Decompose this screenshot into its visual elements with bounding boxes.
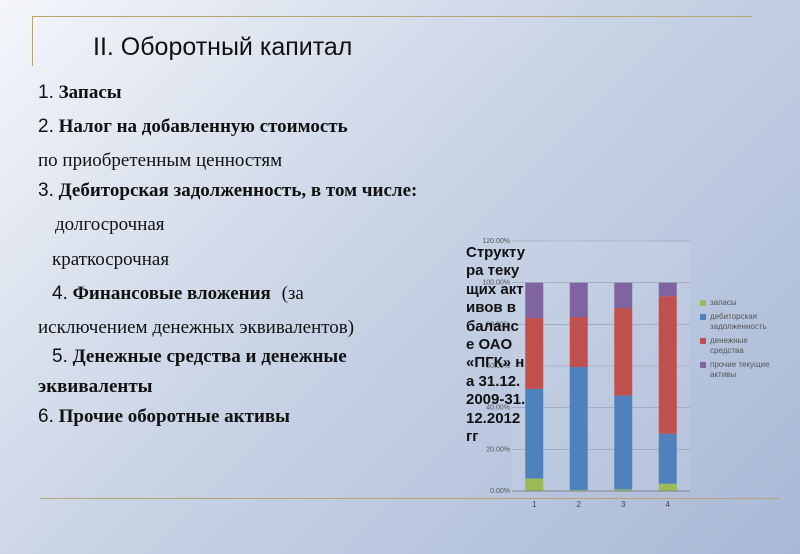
legend-item: дебиторская задолженность — [700, 312, 780, 332]
item-6-text: Прочие оборотные активы — [58, 406, 290, 427]
item-5: 5. Денежные средства и денежные — [52, 346, 347, 368]
x-tick-label: 2 — [577, 500, 582, 509]
bar-segment — [614, 308, 633, 396]
legend-item: денежные средства — [700, 336, 780, 356]
item-3-shortterm: краткосрочная — [52, 249, 170, 270]
frame-left-line — [32, 16, 33, 66]
item-3-number: 3. — [38, 180, 54, 201]
bar-segment — [614, 489, 633, 491]
legend-label: прочие текущие активы — [710, 360, 770, 379]
y-tick-label: 120.00% — [482, 238, 510, 245]
legend-label: запасы — [710, 298, 737, 307]
bar-segment — [525, 478, 544, 491]
chart-legend: запасы дебиторская задолженность денежные … — [700, 298, 780, 384]
legend-swatch — [700, 362, 706, 368]
bar-segment — [525, 318, 544, 389]
frame-bottom-line — [40, 498, 780, 499]
item-6-number: 6. — [38, 406, 54, 427]
bar-segment — [525, 282, 544, 319]
bar-segment — [614, 282, 633, 309]
y-tick-label: 80.00% — [486, 321, 510, 328]
item-2-continued: по приобретенным ценностям — [38, 150, 283, 171]
item-5-continued-text: эквиваленты — [38, 376, 153, 397]
item-2-text: Налог на добавленную стоимость — [58, 116, 348, 137]
bar-segment — [614, 395, 633, 490]
legend-item: запасы — [700, 298, 780, 308]
item-4-number: 4. — [52, 283, 68, 304]
bar-segment — [658, 433, 677, 484]
y-tick-label: 40.00% — [486, 405, 510, 412]
y-tick-label: 0.00% — [490, 488, 510, 495]
legend-label: денежные средства — [710, 336, 748, 355]
item-1: 1. Запасы — [38, 82, 122, 104]
item-3-longterm: долгосрочная — [55, 214, 165, 235]
item-3: 3. Дебиторская задолженность, в том числ… — [38, 180, 417, 202]
item-2: 2. Налог на добавленную стоимость — [38, 116, 348, 138]
legend-label: дебиторская задолженность — [710, 312, 767, 331]
item-6: 6. Прочие оборотные активы — [38, 406, 290, 428]
item-4-continued: исключением денежных эквивалентов) — [38, 317, 355, 338]
bar-segment — [658, 282, 677, 297]
bar-segment — [569, 367, 588, 490]
bar-segment — [525, 388, 544, 479]
y-tick-label: 100.00% — [482, 280, 510, 287]
x-tick-label: 4 — [666, 500, 671, 509]
bar-segment — [569, 489, 588, 491]
legend-swatch — [700, 338, 706, 344]
item-5-continued: эквиваленты — [38, 376, 153, 398]
x-tick-label: 3 — [621, 500, 626, 509]
slide-title: II. Оборотный капитал — [93, 33, 353, 61]
bar-segment — [569, 282, 588, 318]
chart-title: Структура текущих активов в балансе ОАО … — [466, 244, 526, 446]
item-1-number: 1. — [38, 82, 54, 103]
item-5-number: 5. — [52, 346, 68, 367]
bar-segment — [658, 296, 677, 434]
bar-segment — [658, 483, 677, 491]
stacked-bar-chart: 0.00% 20.00% 40.00% 60.00% 80.00% 100.00% 120.… — [482, 238, 690, 509]
item-4: 4. Финансовые вложения (за — [52, 283, 304, 305]
item-5-text: Денежные средства и денежные — [72, 346, 347, 367]
legend-swatch — [700, 314, 706, 320]
bar-segment — [569, 317, 588, 368]
legend-item: прочие текущие активы — [700, 360, 780, 380]
item-4-text: Финансовые вложения — [72, 283, 271, 304]
item-2-number: 2. — [38, 116, 54, 137]
item-4-paren: (за — [281, 283, 304, 304]
item-1-text: Запасы — [58, 82, 122, 103]
x-tick-label: 1 — [532, 500, 537, 509]
frame-top-line — [32, 16, 752, 17]
legend-swatch — [700, 300, 706, 306]
item-3-text: Дебиторская задолженность, в том числе: — [58, 180, 418, 201]
y-tick-label: 60.00% — [486, 363, 510, 370]
y-tick-label: 20.00% — [486, 446, 510, 453]
